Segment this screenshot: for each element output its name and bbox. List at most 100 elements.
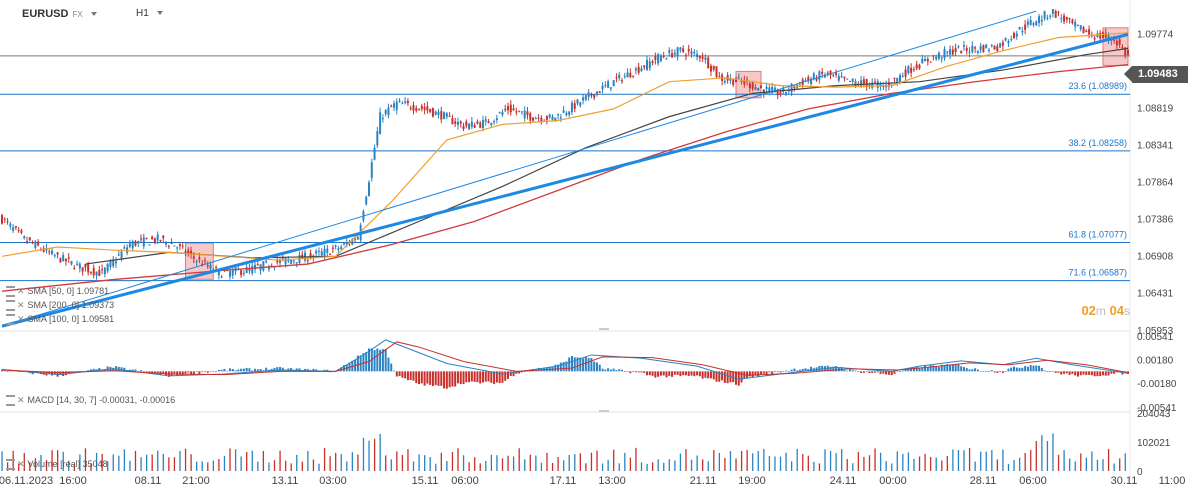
candle-body	[251, 265, 254, 274]
macd-histogram-bar	[1099, 371, 1102, 377]
volume-bar	[907, 452, 910, 471]
candle-body	[134, 241, 137, 246]
macd-histogram-bar	[904, 368, 907, 372]
settings-icon[interactable]	[6, 395, 15, 407]
candle-body	[924, 59, 927, 62]
settings-icon[interactable]	[6, 286, 15, 298]
volume-bar	[118, 455, 120, 471]
macd-histogram-bar	[395, 371, 398, 377]
macd-histogram-bar	[504, 371, 507, 381]
volume-bar	[768, 455, 771, 471]
candle-body	[454, 121, 457, 124]
candle-body	[31, 242, 34, 244]
macd-histogram-bar	[1060, 371, 1063, 375]
candle-body	[595, 91, 598, 95]
volume-bar	[268, 462, 270, 471]
candle-body	[918, 64, 921, 69]
candle-body	[940, 57, 943, 59]
macd-histogram-bar	[554, 364, 557, 372]
legend-sma200[interactable]: ✕ SMA [200, 0] 1.09373	[6, 300, 114, 312]
timer-minutes: 02	[1081, 303, 1096, 318]
volume-tick-label: 102021	[1137, 438, 1171, 449]
macd-histogram-bar	[518, 371, 521, 374]
macd-histogram-bar	[940, 364, 943, 372]
candle-body	[254, 264, 257, 270]
macd-histogram-bar	[51, 371, 54, 376]
close-icon[interactable]: ✕	[17, 459, 25, 469]
legend-sma100[interactable]: ✕ SMA [100, 0] 1.09581	[6, 314, 114, 326]
close-icon[interactable]: ✕	[17, 314, 25, 324]
macd-histogram-bar	[6, 371, 9, 372]
candle-body	[534, 118, 537, 120]
candle-body	[748, 83, 751, 89]
volume-bar	[996, 459, 999, 471]
symbol-selector[interactable]: EURUSD FX	[22, 8, 97, 26]
candle-body	[821, 71, 824, 74]
macd-histogram-bar	[595, 362, 598, 372]
macd-histogram-bar	[178, 371, 181, 375]
candle-body	[1046, 17, 1049, 19]
volume-bar	[724, 457, 726, 471]
macd-histogram-bar	[234, 370, 237, 372]
macd-histogram-bar	[201, 371, 204, 373]
settings-icon[interactable]	[6, 314, 15, 326]
settings-icon[interactable]	[6, 300, 15, 312]
candle-body	[398, 100, 401, 102]
volume-bar	[90, 463, 92, 471]
volume-bar	[212, 460, 214, 471]
volume-bar	[1113, 463, 1115, 471]
volume-bar	[262, 450, 265, 471]
macd-histogram-bar	[559, 362, 562, 372]
macd-histogram-bar	[843, 369, 846, 372]
candle-body	[673, 52, 676, 55]
candle-body	[618, 74, 621, 79]
macd-histogram-bar	[248, 368, 251, 372]
macd-histogram-bar	[520, 371, 523, 373]
candle-body	[646, 59, 649, 70]
candle-body	[276, 259, 279, 263]
macd-histogram-bar	[131, 369, 134, 372]
candle-body	[117, 254, 120, 256]
volume-bar	[1085, 457, 1087, 471]
macd-histogram-bar	[215, 371, 218, 372]
legend-sma50[interactable]: ✕ SMA [50, 0] 1.09781	[6, 286, 109, 298]
volume-bar	[501, 458, 504, 471]
volume-bar	[207, 462, 209, 471]
chevron-down-icon[interactable]	[90, 12, 97, 17]
settings-icon[interactable]	[6, 459, 15, 471]
chevron-down-icon[interactable]	[156, 11, 163, 16]
macd-histogram-bar	[140, 370, 143, 372]
macd-histogram-bar	[890, 371, 893, 376]
volume-bar	[818, 463, 821, 471]
timeframe-selector[interactable]: H1	[136, 8, 163, 26]
volume-bar	[629, 457, 632, 471]
candle-body	[1026, 21, 1029, 25]
close-icon[interactable]: ✕	[17, 286, 25, 296]
volume-bar	[590, 452, 593, 471]
volume-bar	[407, 449, 409, 471]
candle-body	[114, 261, 117, 264]
volume-bar	[535, 455, 537, 471]
legend-volume[interactable]: ✕ Volume [real] 35048	[6, 459, 108, 471]
candle-body	[701, 56, 704, 59]
macd-histogram-bar	[593, 361, 596, 372]
candle-body	[810, 78, 813, 84]
candle-body	[409, 107, 412, 109]
candle-body	[573, 103, 576, 109]
volume-bar	[1052, 433, 1054, 471]
macd-histogram-bar	[582, 358, 585, 372]
volume-bar	[229, 448, 231, 471]
legend-macd[interactable]: ✕ MACD [14, 30, 7] -0.00031, -0.00016	[6, 395, 175, 407]
candle-body	[729, 78, 732, 81]
close-icon[interactable]: ✕	[17, 395, 25, 405]
candle-body	[1051, 9, 1054, 14]
macd-histogram-bar	[276, 367, 279, 372]
candle-body	[3, 218, 6, 220]
candle-body	[476, 121, 479, 124]
volume-bar	[379, 433, 381, 471]
close-icon[interactable]: ✕	[17, 300, 25, 310]
macd-histogram-bar	[265, 367, 268, 372]
volume-bar	[151, 454, 153, 471]
candle-body	[601, 85, 604, 90]
